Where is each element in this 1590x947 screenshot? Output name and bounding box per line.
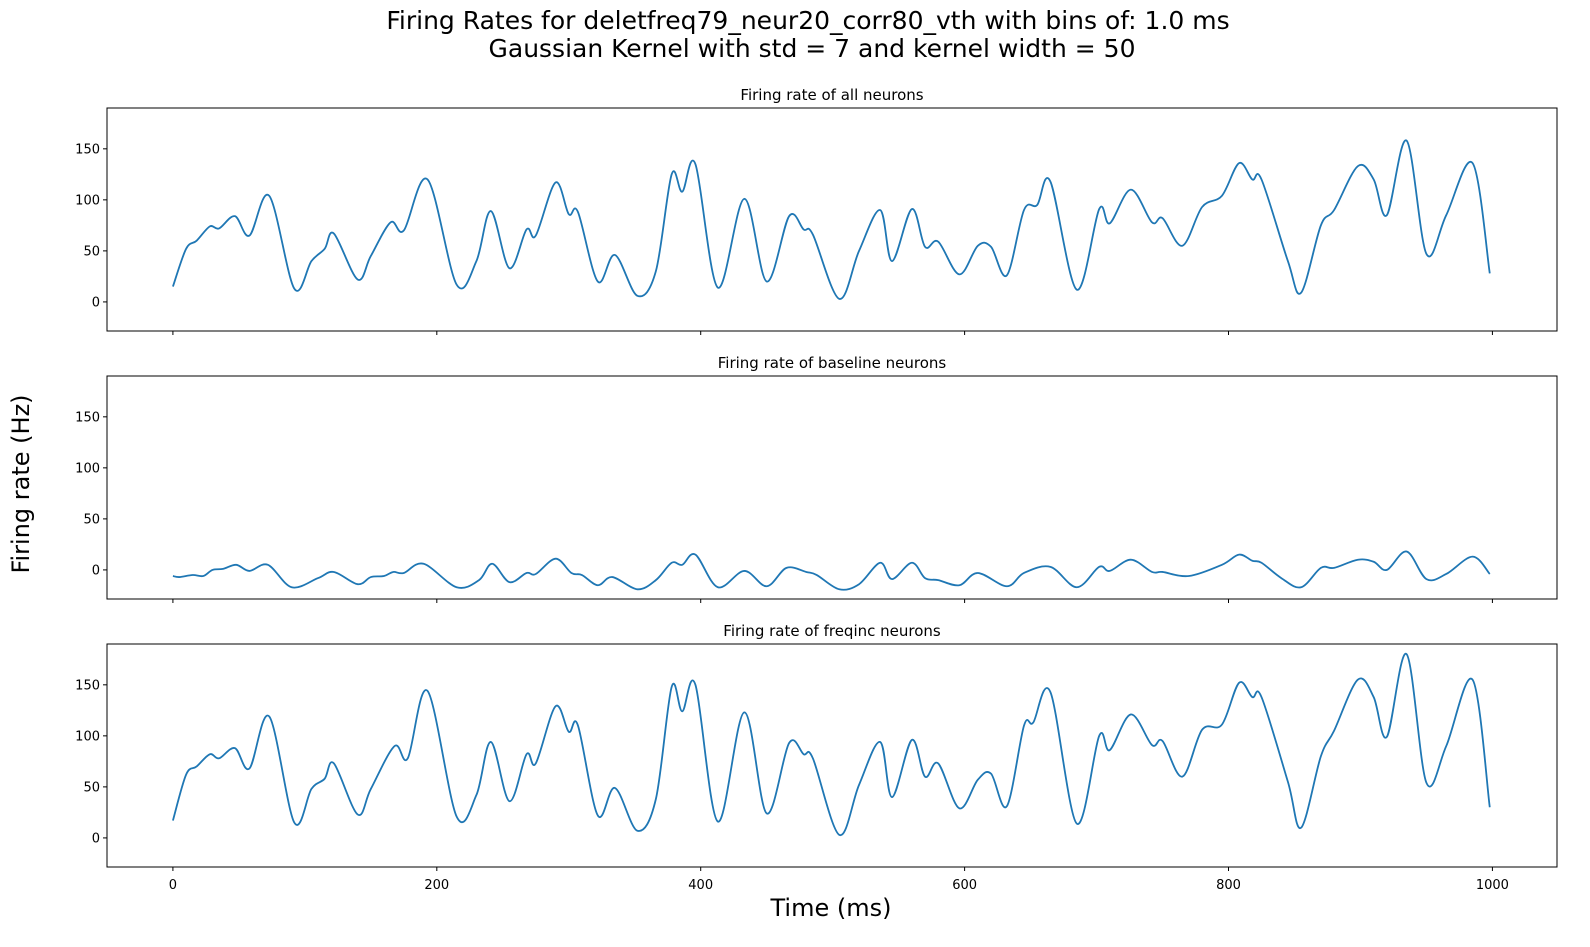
y-axis-label: Firing rate (Hz)	[7, 394, 35, 573]
subplot-title: Firing rate of all neurons	[740, 86, 923, 104]
line	[172, 139, 1491, 300]
line	[172, 550, 1491, 591]
line	[172, 653, 1491, 836]
axes-frame	[106, 643, 1558, 868]
y-tick-label: 50	[83, 512, 100, 527]
y-tick-label: 150	[75, 410, 100, 425]
axes-frame	[106, 375, 1558, 600]
y-tick-label: 150	[75, 678, 100, 693]
y-tick-label: 100	[75, 193, 100, 208]
subplot-title: Firing rate of freqinc neurons	[723, 622, 941, 640]
y-tick-label: 50	[83, 780, 100, 795]
figure-subtitle: Gaussian Kernel with std = 7 and kernel …	[489, 34, 1136, 63]
subplot-title: Firing rate of baseline neurons	[718, 354, 947, 372]
y-tick-label: 100	[75, 729, 100, 744]
y-tick-label: 0	[92, 295, 100, 310]
y-tick-label: 0	[92, 563, 100, 578]
y-tick-label: 50	[83, 244, 100, 259]
figure-title: Firing Rates for deletfreq79_neur20_corr…	[386, 6, 1229, 35]
x-tick-label: 0	[169, 878, 177, 893]
x-tick-label: 600	[952, 878, 977, 893]
x-tick-label: 400	[688, 878, 713, 893]
y-tick-label: 150	[75, 142, 100, 157]
x-tick-label: 800	[1216, 878, 1241, 893]
x-tick-label: 200	[424, 878, 449, 893]
y-tick-label: 100	[75, 461, 100, 476]
x-axis-label: Time (ms)	[770, 894, 892, 922]
x-tick-label: 1000	[1476, 878, 1509, 893]
axes-frame	[106, 107, 1558, 332]
y-tick-label: 0	[92, 831, 100, 846]
